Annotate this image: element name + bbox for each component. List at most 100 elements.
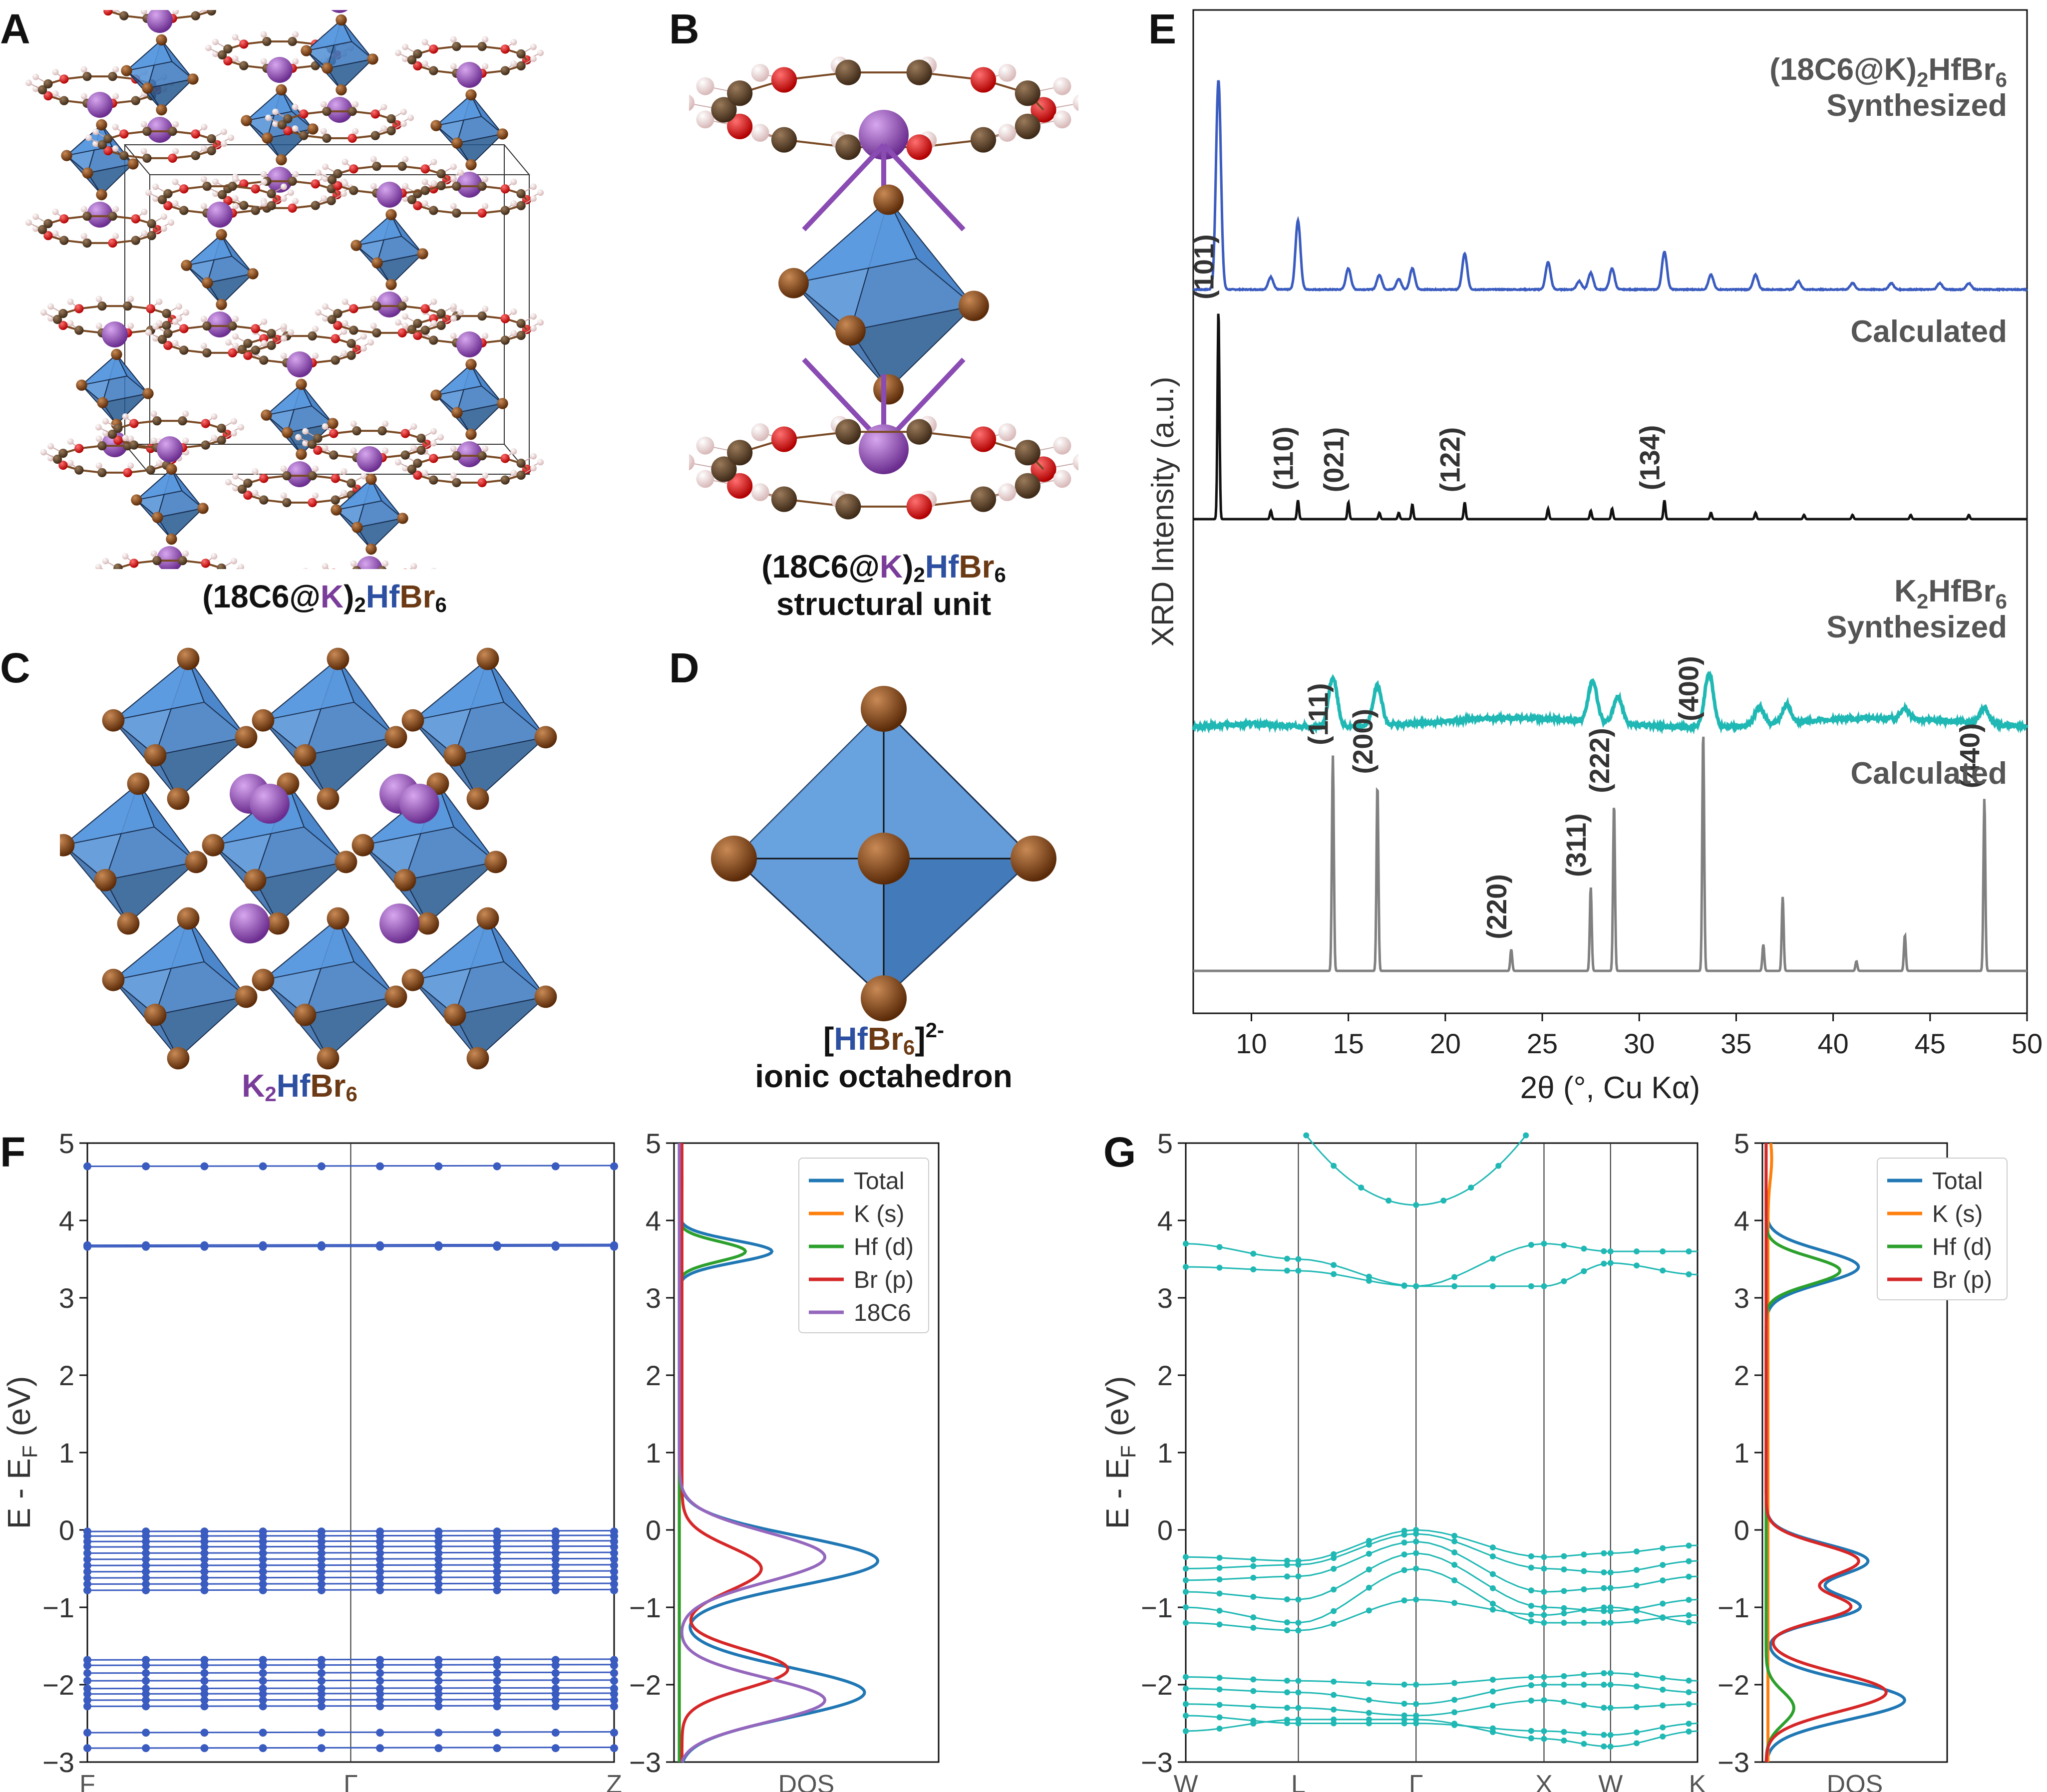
band-point [83,1555,91,1563]
k-point-label: W [1173,1770,1198,1792]
band-line [1185,1715,1698,1736]
y-tick-label: 2 [1157,1360,1173,1391]
y-axis-label: E - EF (eV) [1,1376,41,1529]
band-point [317,1241,326,1249]
band-point [493,1162,501,1171]
band-point [610,1241,618,1249]
band-point [200,1702,209,1711]
band-line [87,1588,615,1591]
y-tick-label: −2 [42,1669,74,1701]
k-point-label: Γ [1409,1770,1423,1792]
caption-a: (18C6@K)2HfBr6 [202,579,447,617]
band-point [317,1555,326,1563]
y-tick-label: 5 [646,1128,661,1159]
band-point [142,1690,150,1698]
band-point [434,1690,443,1698]
band-line [1185,1552,1698,1612]
x-tick-label: 20 [1430,1028,1461,1059]
band-point [610,1729,618,1737]
y-tick-label: 5 [1734,1128,1749,1159]
k-br-bond [882,143,966,232]
band-point [434,1162,443,1171]
band-line [87,1731,615,1734]
panel-label-a: A [0,5,30,52]
band-point [610,1586,618,1594]
band-point [551,1561,560,1570]
y-tick-label: 4 [1734,1205,1749,1236]
crown-ether [25,206,175,248]
dos-axis-label: DOS [1827,1770,1883,1792]
ionic-octahedron-diagram [711,686,1056,1021]
legend-label: Hf (d) [854,1234,914,1260]
band-point [376,1580,384,1588]
band-point [83,1586,91,1594]
band-point [376,1567,384,1576]
band-point [551,1696,560,1704]
band-line [87,1540,615,1542]
hfbr6-octahedron [430,89,508,171]
band-point [551,1580,560,1588]
potassium-atom [376,182,402,208]
band-line [87,1534,615,1537]
band-point [200,1549,209,1557]
band-point [200,1580,209,1588]
band-point [200,1241,209,1249]
band-point [142,1574,150,1582]
band-point [434,1543,443,1551]
band-line [87,1570,615,1573]
hfbr6-octahedron [331,473,408,555]
dos-legend-box [1877,1158,2008,1300]
series-label-calc-2: Calculated [1850,756,2007,791]
y-tick-label: 2 [646,1360,661,1391]
band-point [259,1574,267,1582]
band-point [493,1744,501,1753]
peak-index-label: (111) [1303,683,1334,745]
band-line [87,1530,615,1532]
potassium-atom [356,556,382,569]
dos-legend-box [798,1158,929,1333]
band-point [493,1669,501,1677]
panel-label-c: C [0,644,30,691]
bromine-atom [861,975,907,1021]
band-point [317,1690,326,1698]
crown-ether-bottom [689,416,1078,520]
band-point [317,1661,326,1670]
band-point [200,1677,209,1685]
band-point [259,1669,267,1677]
bromine-atom [1011,836,1056,882]
k-point-label: K [1689,1770,1706,1792]
panel-label-f: F [0,1129,26,1176]
band-line [87,1564,615,1566]
structural-unit-diagram [689,56,1078,520]
band-line [87,1557,615,1560]
potassium-atom [456,331,482,357]
y-tick-label: −3 [1141,1747,1173,1778]
band-point [317,1669,326,1677]
xrd-pattern-line [1191,670,2029,735]
band-point [376,1744,384,1753]
y-axis-label: XRD Intensity (a.u.) [1148,377,1180,647]
band-point [551,1162,560,1171]
k-point-label: W [1598,1770,1623,1792]
band-point [493,1690,501,1698]
y-tick-label: −1 [629,1592,661,1623]
band-point [493,1696,501,1704]
crown-ether [85,121,235,163]
bromine-atom [861,686,907,732]
series-label-synth-1-line2: Synthesized [1826,88,2007,123]
band-point [142,1543,150,1551]
xrd-pattern-line [1193,80,2028,293]
x-tick-label: 40 [1817,1028,1848,1059]
panel-label-b: B [669,5,699,52]
band-point [551,1677,560,1685]
potassium-atom [287,351,313,377]
band-point [317,1162,326,1171]
y-tick-label: 1 [1734,1437,1749,1469]
hfbr6-octahedron [102,647,258,810]
y-tick-label: 3 [1734,1282,1749,1314]
y-tick-label: 0 [59,1514,74,1546]
potassium-atom [379,903,419,943]
band-point [317,1744,326,1753]
band-point [493,1574,501,1582]
band-point [83,1567,91,1576]
